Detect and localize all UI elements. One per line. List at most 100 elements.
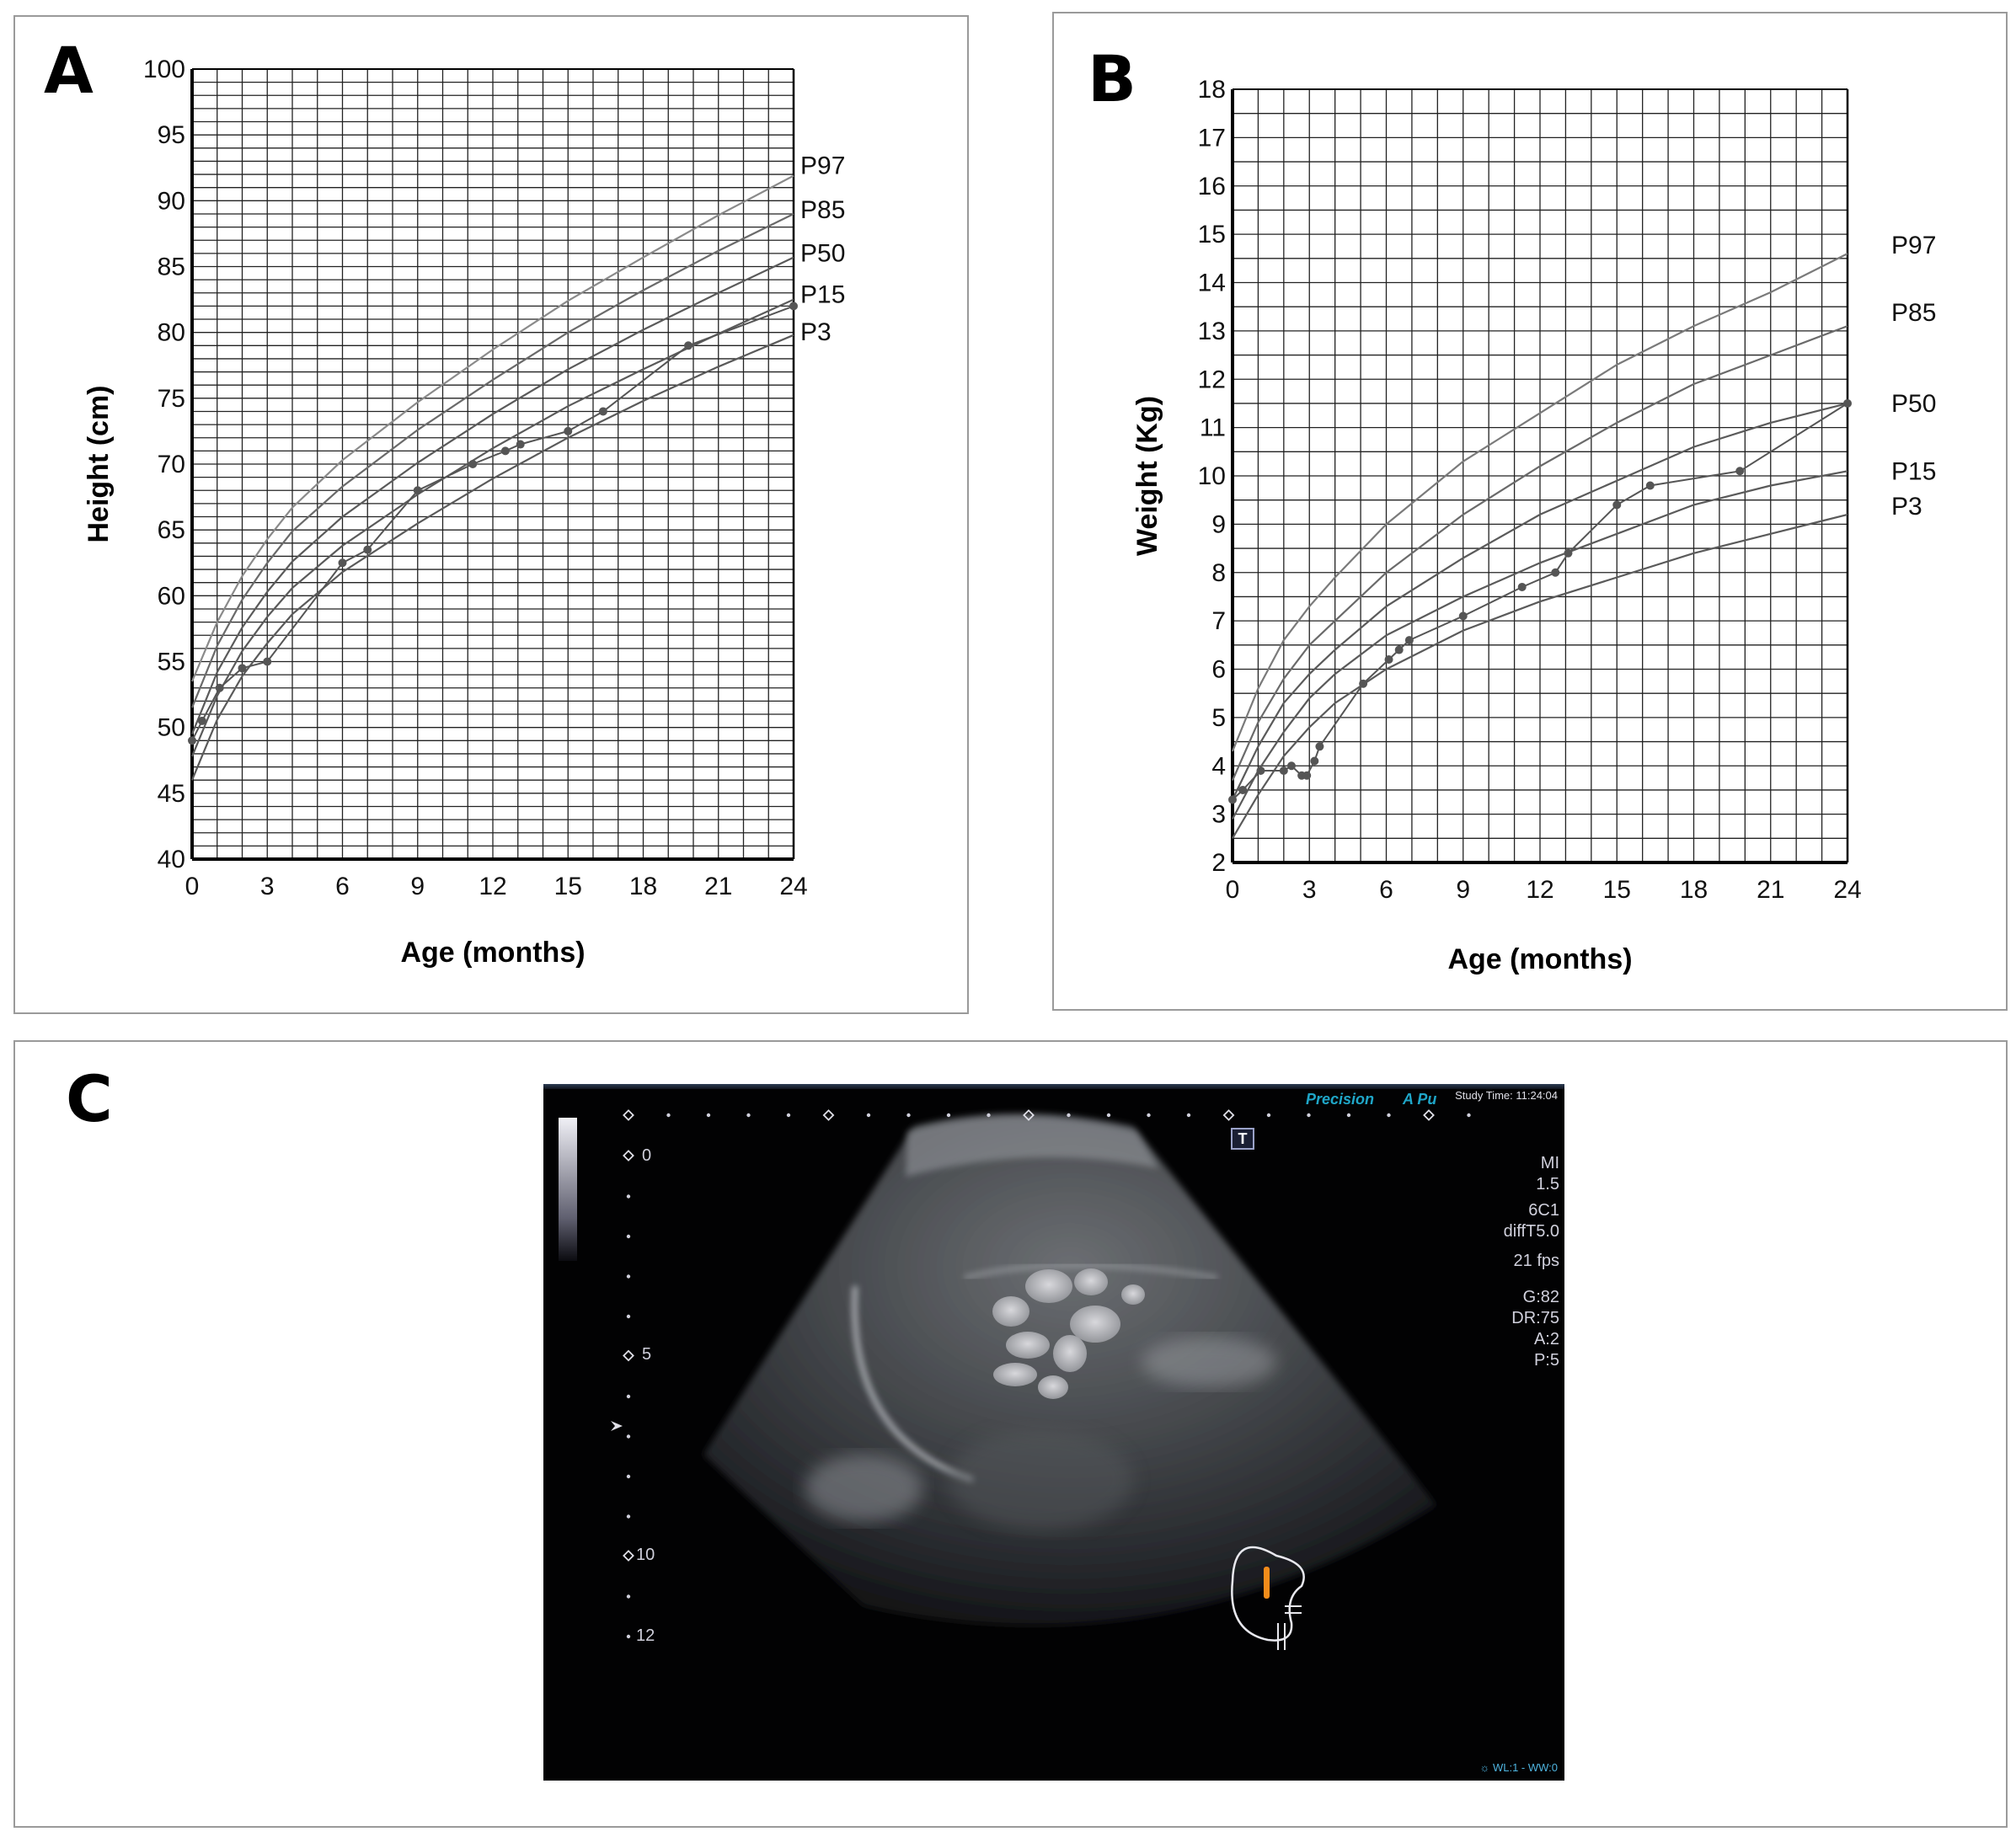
cyst — [1038, 1375, 1068, 1399]
patient-point — [188, 736, 196, 745]
y-tick-label: 60 — [158, 582, 185, 610]
lateral-minor-tick — [866, 1113, 871, 1118]
lateral-minor-tick — [666, 1113, 671, 1118]
x-tick-label: 9 — [1456, 876, 1470, 904]
echogenic-region — [805, 1455, 922, 1522]
x-tick-label: 3 — [260, 873, 275, 900]
x-tick-label: 24 — [779, 873, 807, 900]
percentile-label: P15 — [800, 281, 845, 309]
y-tick-label: 55 — [158, 649, 185, 676]
y-axis-label: Weight (Kg) — [1131, 396, 1163, 556]
y-tick-label: 11 — [1200, 414, 1226, 442]
panel-b-weight-chart: B 0 3 6 9 12 15 18 21 24 2 3 4 5 6 7 8 9 10 11 12 13 14 15 16 17… — [1052, 12, 2008, 1011]
depth-minor-tick — [626, 1234, 631, 1239]
y-tick-label: 7 — [1211, 607, 1226, 635]
cyst — [1074, 1268, 1108, 1295]
depth-minor-tick — [626, 1634, 631, 1639]
near-field-band — [906, 1116, 1158, 1177]
y-tick-label: 14 — [1198, 270, 1226, 297]
depth-major-tick — [623, 1550, 634, 1562]
brightness-icon: ☼ — [1479, 1761, 1493, 1774]
patient-point — [789, 302, 798, 311]
x-tick-label: 6 — [1379, 876, 1393, 904]
percentile-line-p3 — [1232, 513, 1848, 839]
window-level: ☼ WL:1 - WW:0 — [1479, 1761, 1558, 1774]
param-p: P:5 — [1533, 1351, 1559, 1370]
patient-point — [1315, 742, 1324, 751]
x-tick-label: 21 — [1757, 876, 1784, 904]
patient-point — [1238, 785, 1248, 794]
x-tick-label: 18 — [1680, 876, 1708, 904]
brand-label: Precision — [1306, 1091, 1375, 1108]
echogenic-region — [1142, 1337, 1276, 1387]
param-mi-value: 1.5 — [1536, 1175, 1559, 1194]
y-tick-label: 2 — [1211, 849, 1226, 877]
patient-point — [1256, 766, 1265, 775]
lateral-minor-tick — [1147, 1113, 1151, 1118]
lateral-minor-tick — [1067, 1113, 1071, 1118]
panel-c-ultrasound: C Precision A Pu Study Time: 11:24:04 T — [13, 1040, 2008, 1828]
param-a: A:2 — [1533, 1330, 1559, 1348]
y-tick-label: 16 — [1198, 173, 1226, 200]
x-tick-label: 12 — [1526, 876, 1553, 904]
lateral-scale — [623, 1109, 1471, 1121]
x-tick-label: 21 — [704, 873, 732, 900]
patient-point — [1458, 611, 1468, 621]
lateral-minor-tick — [706, 1113, 711, 1118]
patient-point — [1228, 795, 1237, 804]
depth-label-10: 10 — [636, 1546, 655, 1564]
depth-minor-tick — [626, 1394, 631, 1399]
cyst — [1006, 1332, 1050, 1359]
patient-point — [413, 486, 422, 495]
y-tick-label: 5 — [1211, 704, 1226, 732]
patient-point — [1843, 398, 1852, 408]
deep-tissue — [948, 1429, 1133, 1530]
lateral-minor-tick — [1186, 1113, 1191, 1118]
y-axis-label: Height (cm) — [83, 386, 115, 543]
y-tick-label: 90 — [158, 187, 185, 215]
patient-point — [1359, 679, 1368, 688]
percentile-label: P50 — [1891, 390, 1936, 418]
depth-minor-tick — [626, 1314, 631, 1319]
depth-minor-tick — [626, 1594, 631, 1599]
grid — [191, 68, 794, 860]
lateral-major-tick — [1023, 1109, 1035, 1121]
kidney-upper-border — [964, 1263, 1218, 1280]
percentile-line-p3 — [190, 334, 794, 781]
cyst — [1121, 1284, 1145, 1305]
patient-point — [1645, 481, 1655, 490]
patient-point — [338, 558, 347, 568]
lateral-minor-tick — [1346, 1113, 1351, 1118]
y-tick-label: 65 — [158, 516, 185, 544]
lateral-minor-tick — [746, 1113, 751, 1118]
x-tick-label: 0 — [185, 873, 200, 900]
percentile-line-p15 — [190, 298, 794, 757]
cyst — [992, 1296, 1029, 1327]
percentile-line-p97 — [1231, 253, 1848, 752]
lateral-minor-tick — [786, 1113, 791, 1118]
x-axis-label: Age (months) — [400, 937, 585, 969]
depth-label-0: 0 — [642, 1146, 652, 1165]
patient-point — [1404, 636, 1414, 645]
y-tick-label: 3 — [1211, 801, 1226, 829]
y-tick-label: 10 — [1198, 462, 1226, 490]
x-tick-label: 12 — [479, 873, 506, 900]
lateral-major-tick — [623, 1109, 634, 1121]
grayscale-bar — [559, 1118, 577, 1261]
lateral-minor-tick — [1387, 1113, 1391, 1118]
patient-point — [1394, 645, 1404, 654]
cyst — [1053, 1335, 1087, 1372]
y-tick-label: 8 — [1211, 559, 1226, 587]
patient-point — [468, 460, 478, 468]
percentile-line-p50 — [190, 256, 794, 734]
patient-point — [1612, 500, 1622, 510]
depth-major-tick — [623, 1349, 634, 1362]
patient-point — [1286, 761, 1296, 771]
percentile-label: P3 — [800, 318, 832, 346]
x-tick-label: 9 — [410, 873, 425, 900]
x-tick-label: 3 — [1302, 876, 1317, 904]
patient-point — [1302, 771, 1312, 780]
percentile-label: P97 — [1891, 232, 1936, 259]
lateral-minor-tick — [987, 1113, 991, 1118]
param-dynamic-range: DR:75 — [1511, 1309, 1559, 1327]
